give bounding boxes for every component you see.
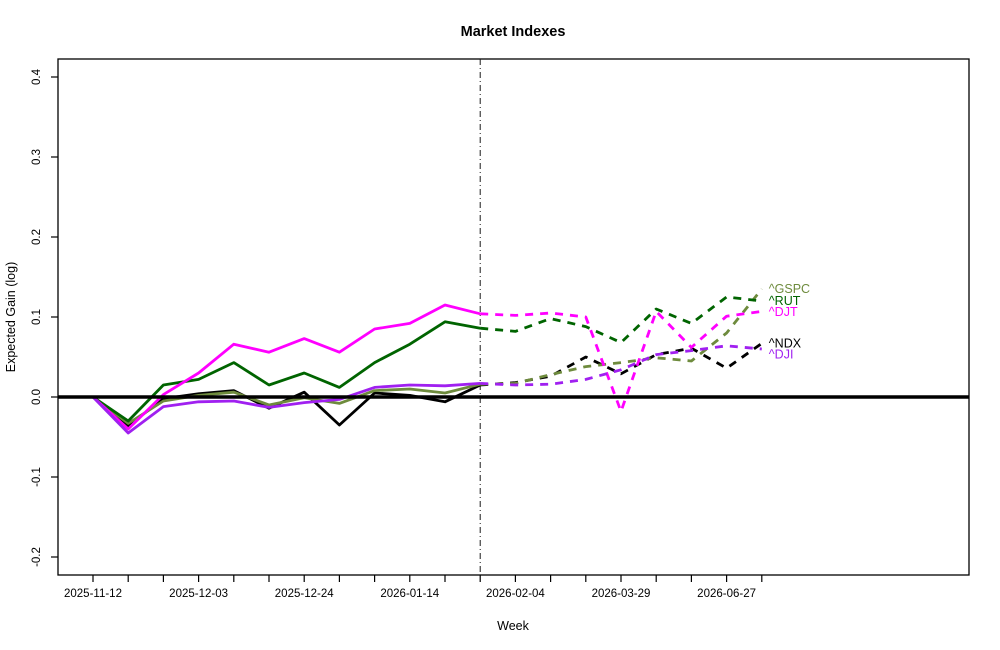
y-tick-label: 0.1 xyxy=(31,309,43,325)
y-tick-label: -0.1 xyxy=(31,467,43,487)
x-tick-label: 2026-03-29 xyxy=(592,588,651,600)
series-label-djt: ^DJT xyxy=(769,305,798,319)
x-tick-label: 2026-06-27 xyxy=(697,588,756,600)
x-axis-ticks: 2025-11-12 2025-12-03 2025-12-24 2026-01-14… xyxy=(64,575,763,600)
plot-border xyxy=(57,58,970,576)
y-tick-label: 0.3 xyxy=(31,149,43,165)
series-line-forecast-gspc xyxy=(480,288,763,386)
x-tick-label: 2025-12-03 xyxy=(169,588,228,600)
series-line-solid-gspc xyxy=(92,382,481,425)
y-tick-label: -0.2 xyxy=(31,547,43,567)
series-lines xyxy=(91,288,763,435)
series-label-rut: ^RUT xyxy=(769,294,801,308)
x-tick-label: 2026-01-14 xyxy=(380,588,439,600)
y-tick-label: 0.2 xyxy=(31,229,43,245)
series-end-labels: ^GSPC^RUT^DJT ^NDX^DJI xyxy=(769,282,810,361)
y-axis-ticks: -0.2 -0.1 0.0 0.1 0.2 0.3 0.4 xyxy=(31,68,58,567)
series-line-forecast-djt xyxy=(480,309,762,413)
y-tick-label: 0.4 xyxy=(31,68,43,85)
chart-title: Market Indexes xyxy=(461,24,566,40)
series-label-dji: ^DJI xyxy=(769,347,794,361)
x-axis-title: Week xyxy=(497,619,529,633)
series-line-solid-dji xyxy=(91,382,481,435)
x-tick-label: 2025-12-24 xyxy=(275,588,334,600)
y-axis-title: Expected Gain (log) xyxy=(4,262,18,372)
series-label-ndx: ^NDX xyxy=(769,336,802,350)
x-tick-label: 2025-11-12 xyxy=(64,588,122,600)
series-label-gspc: ^GSPC xyxy=(769,282,810,296)
series-line-forecast-rut xyxy=(480,295,762,345)
y-tick-label: 0.0 xyxy=(31,389,43,405)
series-line-forecast-dji xyxy=(480,344,762,387)
series-line-solid-rut xyxy=(92,320,481,423)
series-line-forecast-ndx xyxy=(480,342,763,387)
series-line-solid-djt xyxy=(92,303,481,431)
x-tick-label: 2026-02-04 xyxy=(486,588,545,600)
